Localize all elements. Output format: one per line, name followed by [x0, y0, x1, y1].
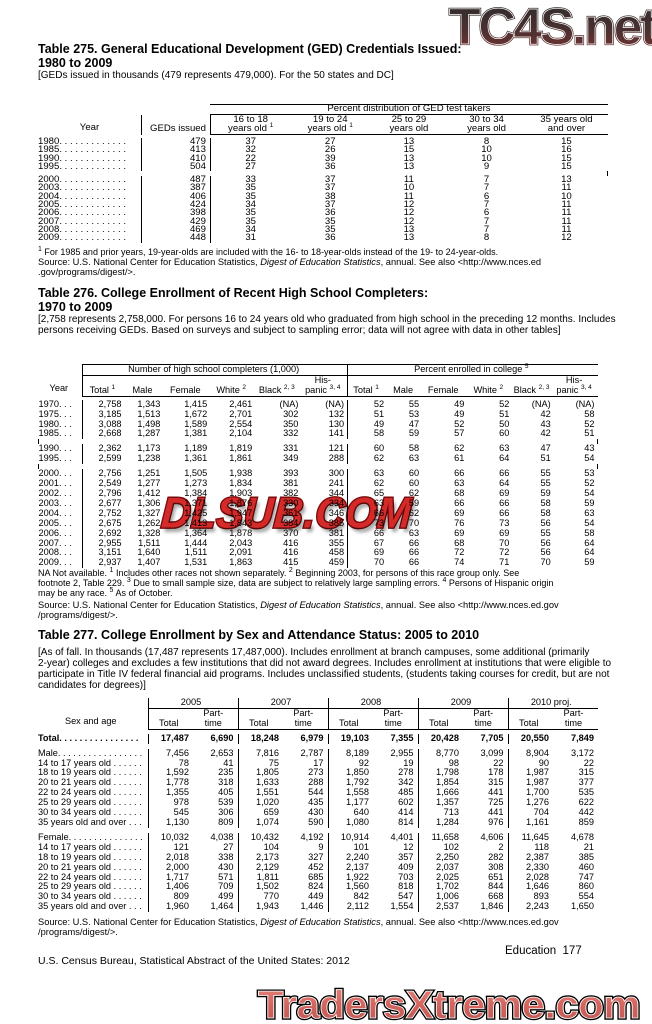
svg-text:TradersXtreme.com: TradersXtreme.com — [258, 984, 640, 1024]
svg-text:TradersXtreme.com: TradersXtreme.com — [258, 984, 640, 1024]
